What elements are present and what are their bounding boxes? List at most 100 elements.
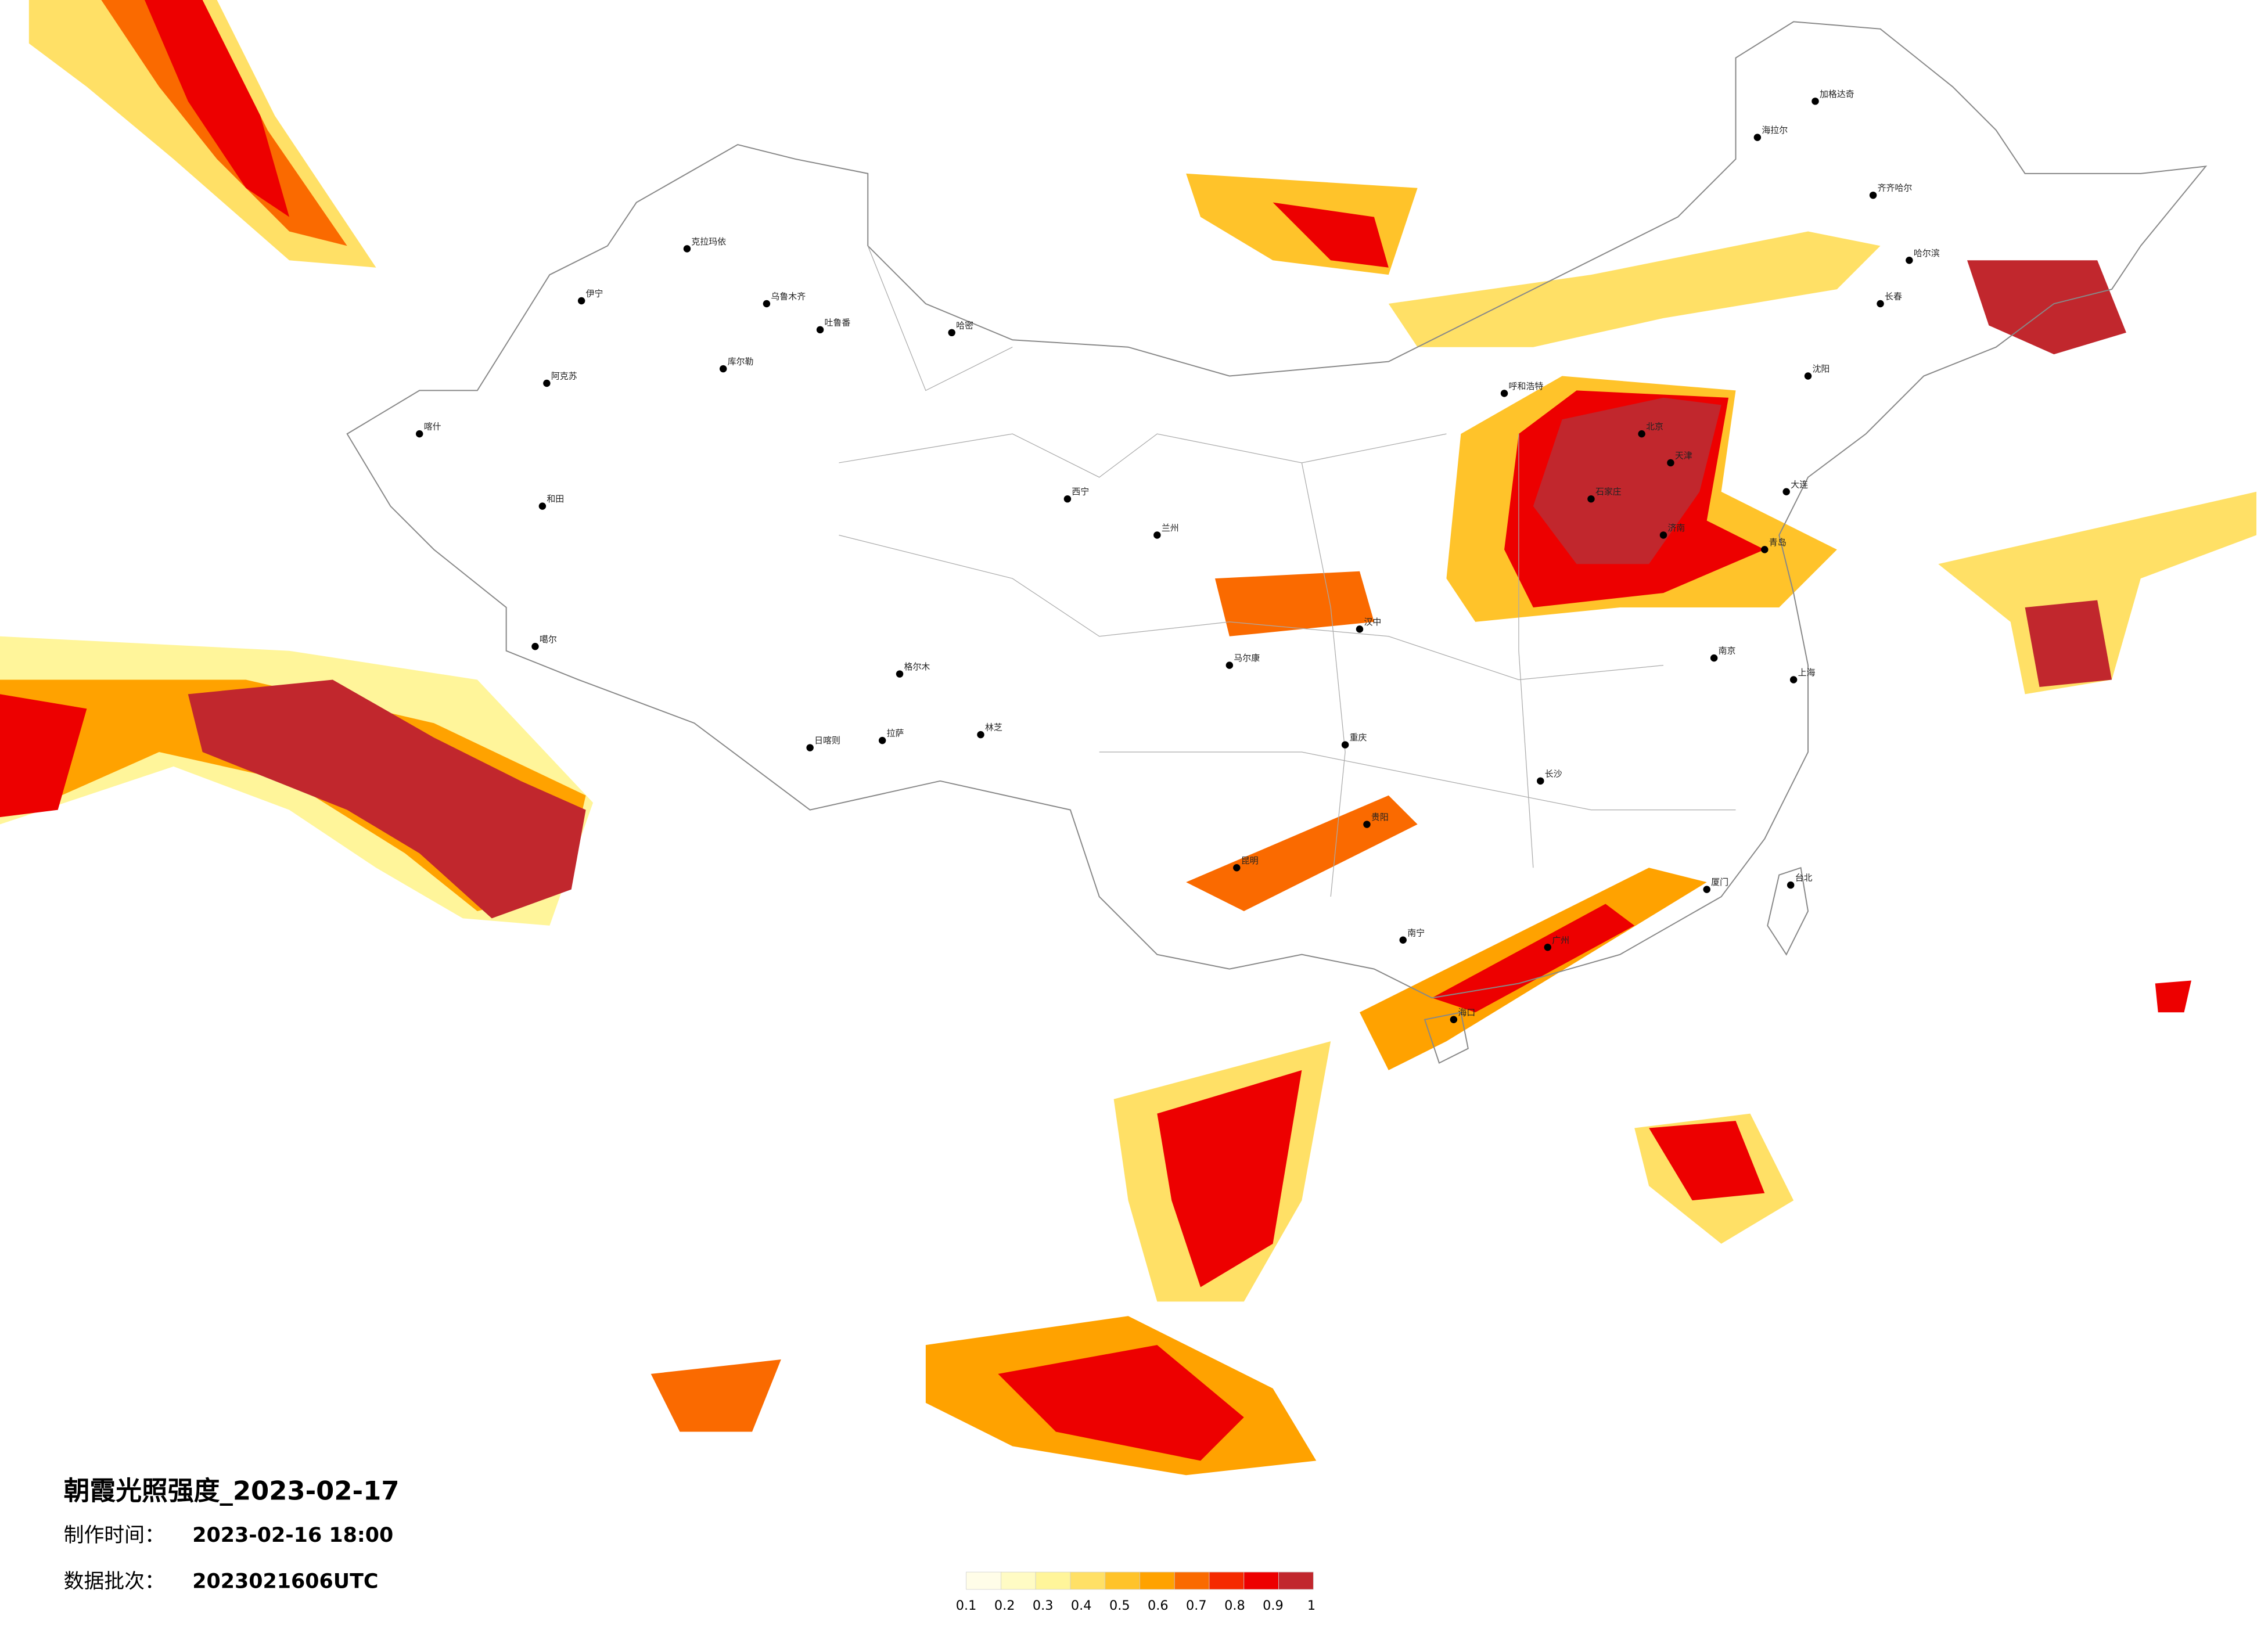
heat-field xyxy=(0,0,2257,1476)
city-label: 上海 xyxy=(1798,667,1816,678)
china-outline xyxy=(346,21,2208,999)
hainan xyxy=(1424,1012,1469,1064)
city-label: 日喀则 xyxy=(814,735,840,746)
legend-swatch xyxy=(1243,1571,1279,1590)
city-label: 马尔康 xyxy=(1234,653,1260,663)
city-label: 广州 xyxy=(1552,935,1569,945)
city-label: 台北 xyxy=(1795,873,1813,883)
city-dot xyxy=(531,643,539,650)
legend-tick-label: 0.9 xyxy=(1263,1598,1284,1613)
city-dot xyxy=(1500,390,1508,397)
city-label: 沈阳 xyxy=(1813,364,1830,374)
city-dot xyxy=(1363,821,1371,828)
legend-swatch xyxy=(1001,1571,1036,1590)
city-label: 呼和浩特 xyxy=(1509,381,1544,391)
city-label: 拉萨 xyxy=(887,728,904,739)
city-dot xyxy=(1544,944,1551,951)
legend-swatch xyxy=(1140,1571,1175,1590)
borders xyxy=(346,21,2208,1064)
city-dot xyxy=(1710,654,1718,662)
legend-swatch xyxy=(966,1571,1001,1590)
city-dot xyxy=(1782,488,1790,495)
legend-tick-label: 0.3 xyxy=(1033,1598,1054,1613)
city-dot xyxy=(1356,625,1364,633)
legend: 0.1 0.2 0.3 0.4 0.5 0.6 0.7 0.8 0.9 1 xyxy=(956,1571,1315,1613)
city-dot xyxy=(683,245,691,253)
city-label: 长沙 xyxy=(1545,768,1562,779)
city-dot xyxy=(948,329,955,337)
legend-tick-label: 0.2 xyxy=(994,1598,1015,1613)
city-label: 哈密 xyxy=(956,320,973,330)
city-label: 库尔勒 xyxy=(728,357,754,367)
city-label: 南京 xyxy=(1719,646,1736,656)
city-dot xyxy=(543,379,551,387)
city-dot xyxy=(415,430,423,438)
city-label: 北京 xyxy=(1646,422,1663,432)
legend-swatch xyxy=(1070,1571,1106,1590)
city-label: 天津 xyxy=(1675,450,1692,461)
city-dot xyxy=(1225,661,1234,669)
legend-tick-label: 0.6 xyxy=(1148,1598,1169,1613)
legend-tick-label: 0.8 xyxy=(1224,1598,1245,1613)
city-dot xyxy=(1906,257,1913,264)
legend-swatch xyxy=(1209,1571,1245,1590)
title: 朝霞光照强度_2023-02-17 xyxy=(64,1476,400,1506)
legend-tick-label: 0.7 xyxy=(1186,1598,1207,1613)
city-dot xyxy=(1804,372,1812,380)
legend-tick-label: 0.4 xyxy=(1071,1598,1092,1613)
city-label: 昆明 xyxy=(1241,855,1259,866)
city-dot xyxy=(1153,531,1161,539)
city-label: 海拉尔 xyxy=(1762,125,1788,135)
legend-swatch xyxy=(1105,1571,1140,1590)
city-dot xyxy=(1761,546,1769,553)
city-label: 青岛 xyxy=(1769,537,1787,548)
city-label: 克拉玛依 xyxy=(691,236,726,247)
city-label: 阿克苏 xyxy=(551,370,577,381)
city-label: 大连 xyxy=(1791,479,1808,490)
city-label: 长春 xyxy=(1885,292,1902,302)
province-lines xyxy=(839,246,1736,897)
city-dot xyxy=(719,365,727,373)
city-label: 南宁 xyxy=(1407,927,1425,938)
city-label: 林芝 xyxy=(985,722,1002,733)
taiwan xyxy=(1767,866,1809,956)
legend-tick-label: 1 xyxy=(1307,1598,1315,1613)
city-dot xyxy=(577,297,585,305)
city-dot xyxy=(1537,777,1544,785)
city-dot xyxy=(1877,300,1884,308)
city-label: 海口 xyxy=(1458,1007,1475,1017)
city-dot xyxy=(1587,495,1595,503)
city-dot xyxy=(1811,98,1819,105)
city-dot xyxy=(1450,1016,1458,1023)
city-label: 噶尔 xyxy=(540,634,557,645)
city-dot xyxy=(1233,864,1241,872)
city-label: 汉中 xyxy=(1364,617,1381,627)
city-label: 加格达奇 xyxy=(1820,89,1854,99)
city-dot xyxy=(878,736,886,744)
city-dot xyxy=(896,670,904,678)
city-dot xyxy=(763,300,771,308)
city-label: 厦门 xyxy=(1711,877,1728,887)
legend-tick-label: 0.1 xyxy=(956,1598,977,1613)
batch-label: 数据批次： xyxy=(64,1570,165,1593)
city-dot xyxy=(538,502,547,510)
city-dot xyxy=(1399,936,1407,944)
city-dot xyxy=(1063,495,1072,503)
city-label: 贵阳 xyxy=(1371,812,1389,822)
city-label: 吐鲁番 xyxy=(825,317,851,328)
city-dot xyxy=(1638,430,1645,438)
legend-swatch xyxy=(1174,1571,1210,1590)
city-label: 和田 xyxy=(547,494,564,504)
city-label: 喀什 xyxy=(424,422,441,432)
city-dot xyxy=(1659,531,1667,539)
city-label: 西宁 xyxy=(1072,487,1089,497)
city-label: 格尔木 xyxy=(904,661,930,672)
legend-tick-label: 0.5 xyxy=(1109,1598,1130,1613)
city-label: 伊宁 xyxy=(586,289,603,299)
city-dot xyxy=(1341,741,1349,749)
city-dot xyxy=(977,731,984,739)
city-dot xyxy=(1667,459,1674,467)
city-label: 重庆 xyxy=(1350,732,1367,743)
